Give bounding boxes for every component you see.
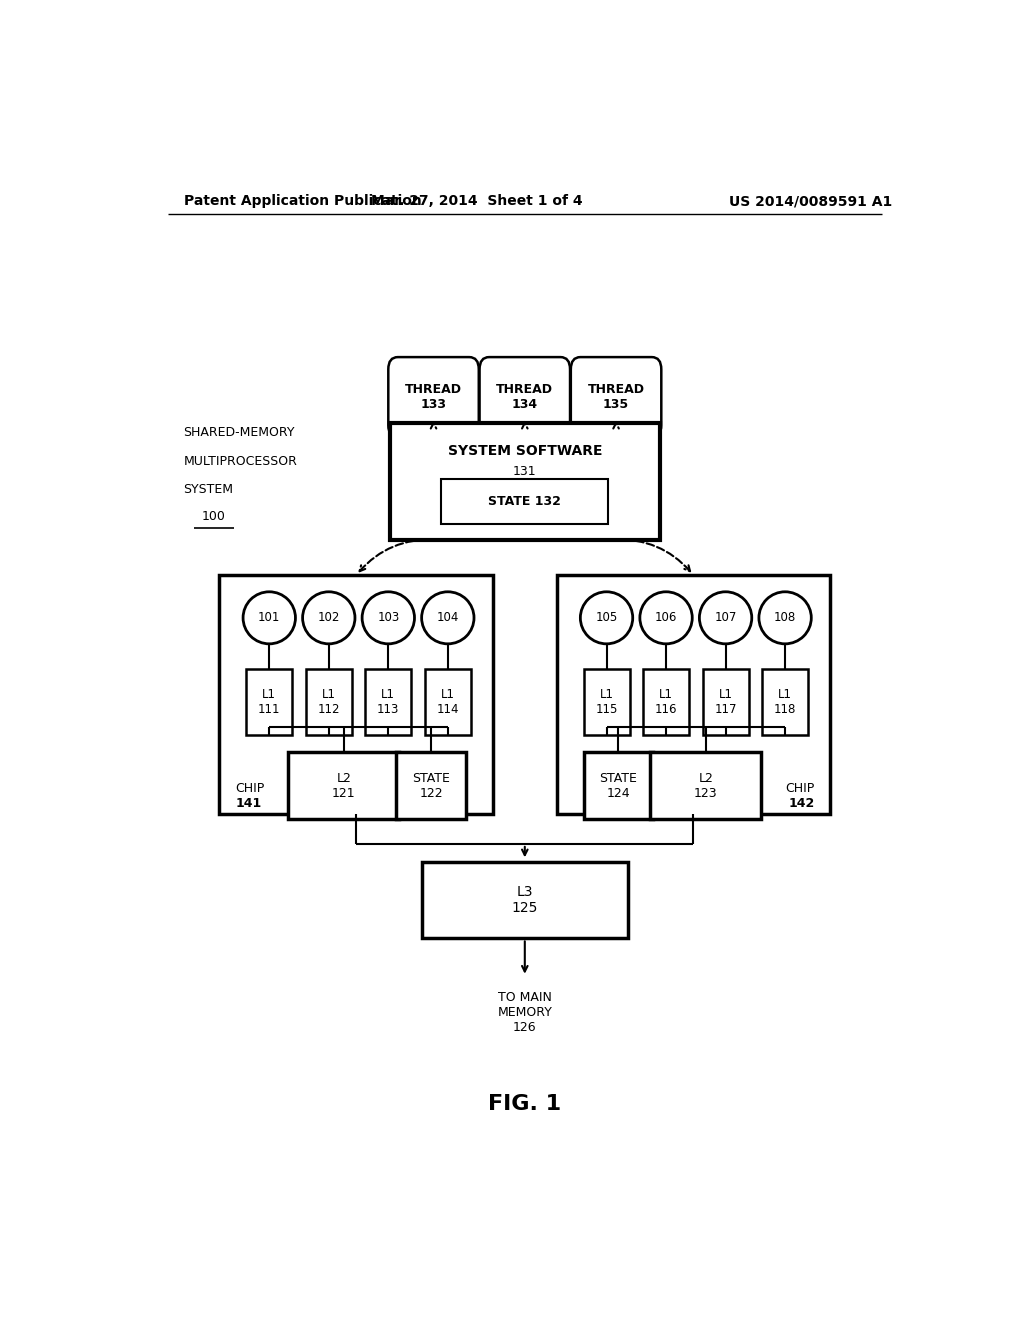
Text: 106: 106 <box>655 611 677 624</box>
Text: 102: 102 <box>317 611 340 624</box>
Bar <box>441 479 608 524</box>
Bar <box>643 669 689 735</box>
Text: L3
125: L3 125 <box>512 886 538 916</box>
Text: L1
118: L1 118 <box>774 688 797 717</box>
Text: SHARED-MEMORY: SHARED-MEMORY <box>183 426 295 440</box>
Text: FIG. 1: FIG. 1 <box>488 1094 561 1114</box>
Ellipse shape <box>422 591 474 644</box>
Text: SYSTEM: SYSTEM <box>183 483 233 496</box>
Bar <box>584 669 630 735</box>
Bar <box>762 669 808 735</box>
Text: THREAD
135: THREAD 135 <box>588 383 644 412</box>
Bar <box>289 752 399 818</box>
Text: Patent Application Publication: Patent Application Publication <box>183 194 421 209</box>
Text: 108: 108 <box>774 611 797 624</box>
Text: 142: 142 <box>788 797 814 810</box>
Text: STATE
122: STATE 122 <box>413 771 451 800</box>
Ellipse shape <box>759 591 811 644</box>
Bar <box>557 576 830 814</box>
Text: L2
123: L2 123 <box>694 771 718 800</box>
Text: MULTIPROCESSOR: MULTIPROCESSOR <box>183 455 297 467</box>
Bar <box>219 576 494 814</box>
Bar <box>650 752 761 818</box>
Text: TO MAIN
MEMORY
126: TO MAIN MEMORY 126 <box>498 991 552 1034</box>
Text: L1
114: L1 114 <box>436 688 459 717</box>
Bar <box>306 669 352 735</box>
Text: L1
113: L1 113 <box>377 688 399 717</box>
Text: 141: 141 <box>236 797 261 810</box>
Bar <box>366 669 412 735</box>
Text: 131: 131 <box>513 465 537 478</box>
FancyBboxPatch shape <box>570 358 662 437</box>
Ellipse shape <box>640 591 692 644</box>
Text: 105: 105 <box>595 611 617 624</box>
Text: SYSTEM SOFTWARE: SYSTEM SOFTWARE <box>447 444 602 458</box>
Text: 100: 100 <box>202 510 225 523</box>
Bar <box>702 669 749 735</box>
Bar <box>390 422 659 540</box>
Text: L1
111: L1 111 <box>258 688 281 717</box>
Text: CHIP: CHIP <box>236 781 264 795</box>
Bar <box>584 752 653 818</box>
Bar <box>425 669 471 735</box>
Text: 107: 107 <box>715 611 737 624</box>
Ellipse shape <box>581 591 633 644</box>
Ellipse shape <box>243 591 296 644</box>
Text: STATE 132: STATE 132 <box>488 495 561 508</box>
Bar <box>422 862 628 939</box>
Text: Mar. 27, 2014  Sheet 1 of 4: Mar. 27, 2014 Sheet 1 of 4 <box>372 194 583 209</box>
Text: L1
112: L1 112 <box>317 688 340 717</box>
Text: 103: 103 <box>377 611 399 624</box>
Ellipse shape <box>303 591 355 644</box>
Bar <box>396 752 466 818</box>
Bar <box>246 669 292 735</box>
Text: L2
121: L2 121 <box>332 771 355 800</box>
Text: L1
116: L1 116 <box>654 688 677 717</box>
Text: 104: 104 <box>436 611 459 624</box>
Text: THREAD
133: THREAD 133 <box>406 383 462 412</box>
Text: STATE
124: STATE 124 <box>599 771 637 800</box>
Ellipse shape <box>699 591 752 644</box>
FancyBboxPatch shape <box>388 358 479 437</box>
Text: US 2014/0089591 A1: US 2014/0089591 A1 <box>729 194 892 209</box>
Text: L1
117: L1 117 <box>715 688 737 717</box>
Text: L1
115: L1 115 <box>595 688 617 717</box>
FancyBboxPatch shape <box>479 358 570 437</box>
Text: THREAD
134: THREAD 134 <box>497 383 553 412</box>
Text: CHIP: CHIP <box>785 781 814 795</box>
Ellipse shape <box>362 591 415 644</box>
Text: 101: 101 <box>258 611 281 624</box>
